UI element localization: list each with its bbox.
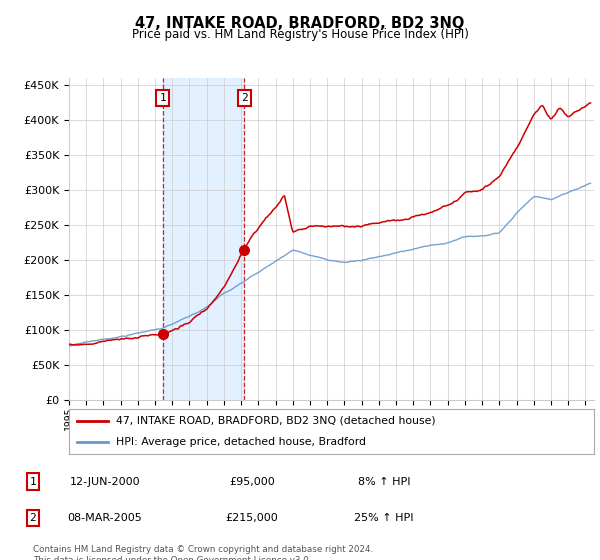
Text: £95,000: £95,000: [229, 477, 275, 487]
Text: 2: 2: [241, 93, 248, 103]
Text: HPI: Average price, detached house, Bradford: HPI: Average price, detached house, Brad…: [116, 436, 366, 446]
Text: 8% ↑ HPI: 8% ↑ HPI: [358, 477, 410, 487]
Text: Contains HM Land Registry data © Crown copyright and database right 2024.
This d: Contains HM Land Registry data © Crown c…: [33, 545, 373, 560]
Text: 2: 2: [29, 513, 37, 523]
Bar: [163, 78, 244, 400]
Text: 08-MAR-2005: 08-MAR-2005: [68, 513, 142, 523]
Text: 25% ↑ HPI: 25% ↑ HPI: [354, 513, 414, 523]
Text: 1: 1: [160, 93, 166, 103]
Text: Price paid vs. HM Land Registry's House Price Index (HPI): Price paid vs. HM Land Registry's House …: [131, 28, 469, 41]
Text: 47, INTAKE ROAD, BRADFORD, BD2 3NQ: 47, INTAKE ROAD, BRADFORD, BD2 3NQ: [136, 16, 464, 31]
Text: 47, INTAKE ROAD, BRADFORD, BD2 3NQ (detached house): 47, INTAKE ROAD, BRADFORD, BD2 3NQ (deta…: [116, 416, 436, 426]
Text: 12-JUN-2000: 12-JUN-2000: [70, 477, 140, 487]
Text: £215,000: £215,000: [226, 513, 278, 523]
Text: 1: 1: [29, 477, 37, 487]
